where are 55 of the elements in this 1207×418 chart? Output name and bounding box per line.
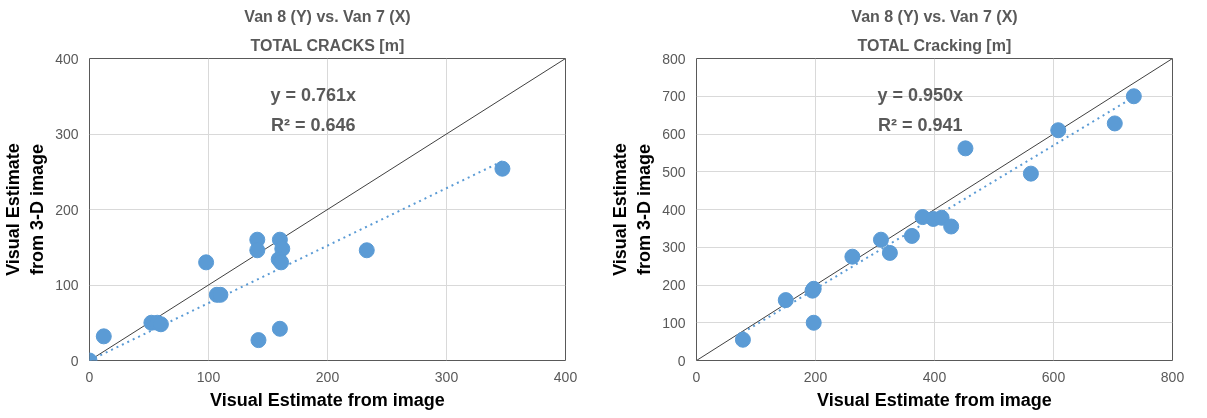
point xyxy=(957,140,974,157)
chart-title: Van 8 (Y) vs. Van 7 (X) xyxy=(851,7,1018,25)
point xyxy=(95,328,112,345)
y-tick-label: 100 xyxy=(662,314,686,331)
x-tick-label: 0 xyxy=(85,368,94,385)
y-tick-label: 200 xyxy=(662,277,686,293)
y-axis-title: Visual Estimate from 3-D image xyxy=(3,143,48,276)
point xyxy=(805,314,822,331)
x-tick-label: 600 xyxy=(1041,368,1066,385)
point xyxy=(844,248,861,265)
y-tick-label: 100 xyxy=(55,277,79,293)
chart-title: Van 8 (Y) vs. Van 7 (X) xyxy=(244,7,411,25)
annotation: y = 0.761x xyxy=(270,84,357,105)
point xyxy=(250,332,267,349)
point xyxy=(271,320,288,337)
point xyxy=(872,231,889,248)
point xyxy=(777,292,794,309)
y-tick-label: 400 xyxy=(662,201,686,218)
y-axis-title: Visual Estimate from 3-D image xyxy=(610,143,655,276)
x-tick-label: 800 xyxy=(1160,368,1185,385)
x-tick-label: 100 xyxy=(196,368,221,385)
y-tick-label: 600 xyxy=(662,126,686,142)
x-tick-label: 400 xyxy=(922,368,947,385)
y-tick-label: 300 xyxy=(55,126,79,142)
point xyxy=(1106,115,1123,132)
y-tick-label: 700 xyxy=(662,88,686,105)
annotation: y = 0.950x xyxy=(877,84,964,105)
y-tick-label: 800 xyxy=(662,50,686,67)
point xyxy=(494,160,511,177)
annotation: R² = 0.646 xyxy=(270,114,356,135)
y-tick-label: 400 xyxy=(55,50,79,67)
x-tick-label: 200 xyxy=(315,368,340,385)
point xyxy=(358,242,375,259)
annotation: R² = 0.941 xyxy=(877,114,963,135)
point xyxy=(734,331,751,348)
point xyxy=(943,218,960,235)
point xyxy=(1022,165,1039,182)
y-tick-label: 0 xyxy=(677,352,686,369)
point xyxy=(1125,88,1142,105)
x-axis-title: Visual Estimate from image xyxy=(817,389,1052,410)
y-tick-label: 0 xyxy=(70,352,79,369)
y-tick-label: 200 xyxy=(55,201,79,218)
x-tick-label: 400 xyxy=(553,368,578,385)
point xyxy=(903,227,920,244)
x-tick-label: 200 xyxy=(803,368,828,385)
chart-subtitle: TOTAL Cracking [m] xyxy=(857,36,1012,54)
point xyxy=(198,254,215,271)
y-tick-label: 300 xyxy=(662,239,686,256)
x-tick-label: 0 xyxy=(692,368,701,385)
point xyxy=(881,244,898,261)
chart-subtitle: TOTAL CRACKS [m] xyxy=(250,36,405,54)
y-tick-label: 500 xyxy=(662,163,686,180)
x-tick-label: 300 xyxy=(434,368,459,385)
x-axis-title: Visual Estimate from image xyxy=(210,389,445,410)
point xyxy=(1050,122,1067,139)
